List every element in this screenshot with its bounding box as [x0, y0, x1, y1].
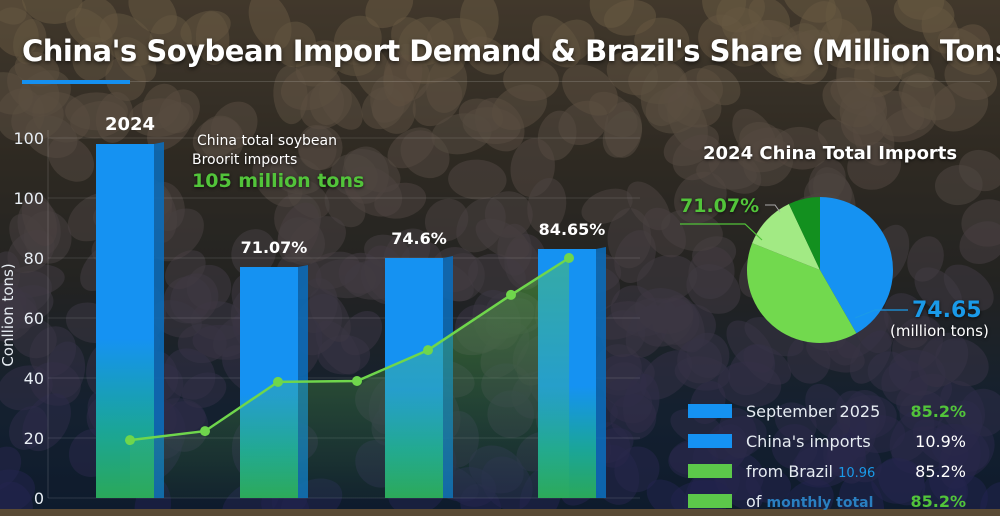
- legend-extra: 10.96: [838, 465, 876, 481]
- page-title: China's Soybean Import Demand & Brazil's…: [22, 34, 1000, 68]
- pie-leader-green: [680, 223, 763, 241]
- legend-swatch: [688, 494, 732, 508]
- y-tick-label: 100: [13, 129, 44, 148]
- y-tick-label: 0: [34, 489, 44, 508]
- pie-slice: [747, 243, 857, 343]
- line-point: [423, 345, 433, 356]
- y-tick-label: 20: [24, 429, 44, 448]
- pie-leader-light: [765, 204, 781, 213]
- legend-swatch: [688, 404, 732, 418]
- bar-label: 71.07%: [241, 238, 308, 257]
- legend-text: September 2025: [746, 401, 881, 421]
- y-tick-label: 100: [13, 189, 44, 208]
- line-point: [506, 289, 516, 300]
- legend-value: 85.2%: [910, 401, 966, 421]
- legend-text: of: [746, 491, 762, 511]
- pie-leader-blue: [854, 309, 908, 319]
- pie-slice: [820, 197, 893, 334]
- legend-item: from Brazil 10.96 85.2%: [688, 456, 966, 486]
- y-axis-label: Conllion tons): [0, 263, 17, 366]
- pie-label-green: 71.07%: [680, 195, 760, 217]
- bar-side: [154, 142, 164, 498]
- legend: September 2025 85.2% China's imports 10.…: [688, 396, 966, 516]
- y-tick-label: 80: [24, 249, 44, 268]
- pie-label-blue: 74.65: [912, 298, 982, 323]
- callout-value: 105 million tons: [192, 170, 365, 192]
- line-point: [125, 435, 135, 446]
- callout-line-2: Broorit imports: [192, 152, 298, 168]
- legend-extra: monthly total: [766, 494, 874, 511]
- callout-line-1: China total soybean: [197, 133, 337, 149]
- y-tick-label: 40: [24, 369, 44, 388]
- bar-label: 2024: [105, 114, 155, 135]
- bar-label: 74.6%: [391, 229, 447, 248]
- pie-title: 2024 China Total Imports: [703, 143, 958, 164]
- legend-text: China's imports: [746, 431, 871, 451]
- bar-label: 84.65%: [539, 220, 606, 239]
- legend-value: 10.9%: [915, 431, 966, 451]
- legend-value: 85.2%: [915, 461, 966, 481]
- y-tick-label: 60: [24, 309, 44, 328]
- legend-item: of monthly total 85.2%: [688, 486, 966, 516]
- legend-swatch: [688, 464, 732, 478]
- line-point: [352, 376, 362, 386]
- line-point: [273, 376, 283, 387]
- title-accent-bar: [22, 80, 130, 84]
- title-divider: [130, 81, 990, 82]
- legend-item: September 2025 85.2%: [688, 396, 966, 426]
- bar-side: [596, 247, 606, 498]
- legend-value: 85.2%: [910, 491, 966, 511]
- pie-slice: [752, 203, 820, 270]
- pie-slice: [788, 197, 820, 270]
- legend-swatch: [688, 434, 732, 448]
- line-area: [130, 258, 569, 498]
- line-point: [200, 426, 210, 437]
- legend-item: China's imports 10.9%: [688, 426, 966, 456]
- legend-text: from Brazil: [746, 461, 833, 481]
- line-point: [564, 253, 574, 263]
- pie-label-unit: (million tons): [890, 322, 989, 340]
